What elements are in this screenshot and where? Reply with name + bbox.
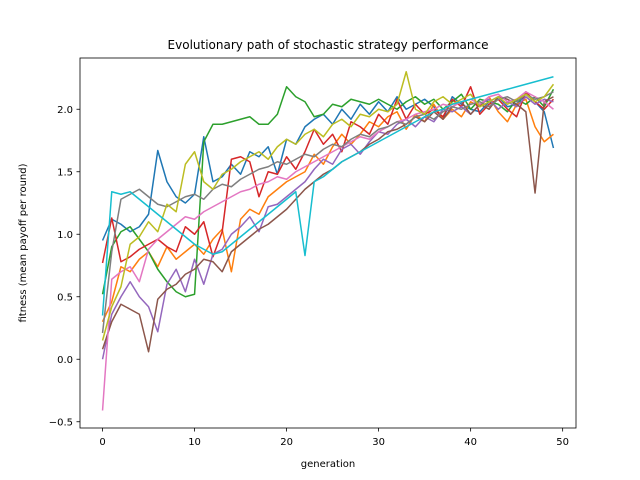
series-line-9 [101, 71, 555, 341]
x-tick-label: 10 [188, 437, 201, 448]
series-line-10 [101, 76, 554, 316]
x-tick-label: 40 [464, 437, 477, 448]
plot-frame [79, 57, 577, 429]
x-tick-label: 30 [372, 437, 385, 448]
y-axis-label: fitness (mean payoff per round) [18, 163, 29, 322]
x-tick-label: 0 [99, 437, 105, 448]
y-tick-label: −0.5 [49, 417, 73, 428]
series-line-4 [101, 86, 555, 264]
y-tick-label: 1.0 [57, 230, 73, 241]
y-tick-label: 1.5 [57, 167, 73, 178]
series-line-3 [101, 86, 555, 298]
axes-layer [79, 57, 577, 429]
x-tick-label: 20 [280, 437, 293, 448]
x-tick-label: 50 [556, 437, 569, 448]
y-tick-label: 2.0 [57, 105, 73, 116]
x-axis-label: generation [301, 459, 355, 470]
y-tick-label: 0.5 [57, 292, 73, 303]
y-axis-ticks: −0.5 0.0 0.5 1.0 1.5 2.0 [49, 105, 80, 428]
series-layer [101, 71, 555, 411]
x-axis-ticks: 0 10 20 30 40 50 [99, 428, 569, 448]
chart-title: Evolutionary path of stochastic strategy… [168, 38, 489, 52]
y-tick-label: 0.0 [57, 355, 73, 366]
